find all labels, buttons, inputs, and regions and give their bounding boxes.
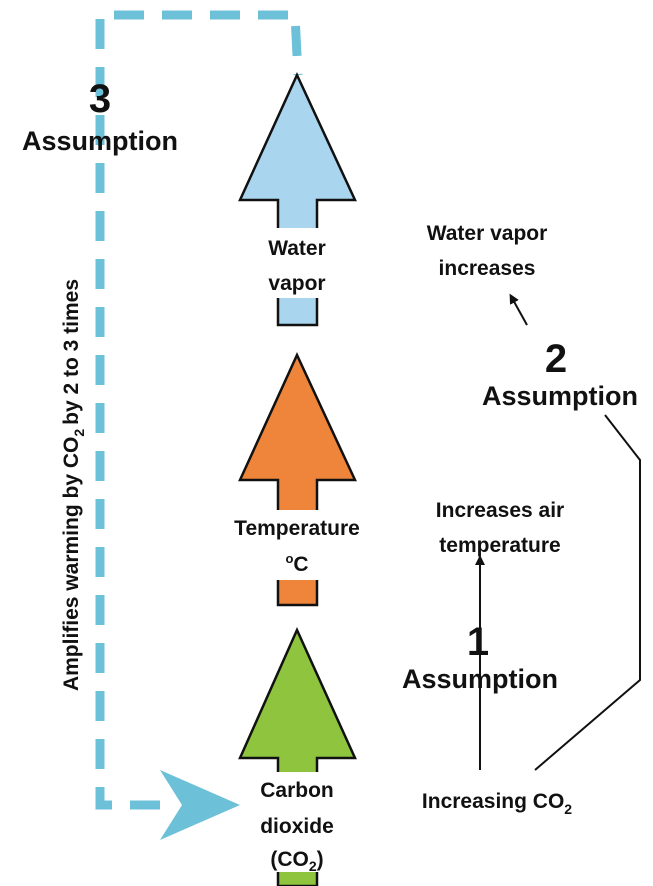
start-label: Increasing CO2 [422,790,572,817]
arrow-label: Carbon [260,779,334,802]
carbon-dioxide-arrow [238,626,357,886]
step1-result: Increases air [436,499,564,522]
step2-result: increases [439,257,536,280]
temperature-arrow [238,352,357,607]
step1-result: temperature [439,534,560,557]
step2-number: 2 [545,337,567,381]
water-vapor-arrow [238,72,357,327]
step2-label: Assumption [482,381,638,411]
arrow-label: (CO2) [270,848,323,874]
step2-arrow [509,293,528,326]
arrow-label: Water [268,237,326,260]
assumption-label: Assumption [22,126,178,156]
arrow-label: vapor [268,272,325,295]
arrow-label: oC [285,551,308,576]
label-gap [240,772,355,872]
arrow-label: dioxide [260,815,334,838]
amplify-note: Amplifies warming by CO2by 2 to 3 times [60,279,87,691]
label-gap [225,510,370,580]
step1-number: 1 [467,620,489,664]
assumption-number: 3 [89,77,111,121]
label-gap [256,228,338,298]
feedback-arrowhead [160,770,240,840]
feedback-loop [95,10,303,810]
step1-label: Assumption [402,664,558,694]
step2-result: Water vapor [427,222,548,245]
step2-connector [534,414,641,771]
arrow-label: Temperature [234,517,360,540]
